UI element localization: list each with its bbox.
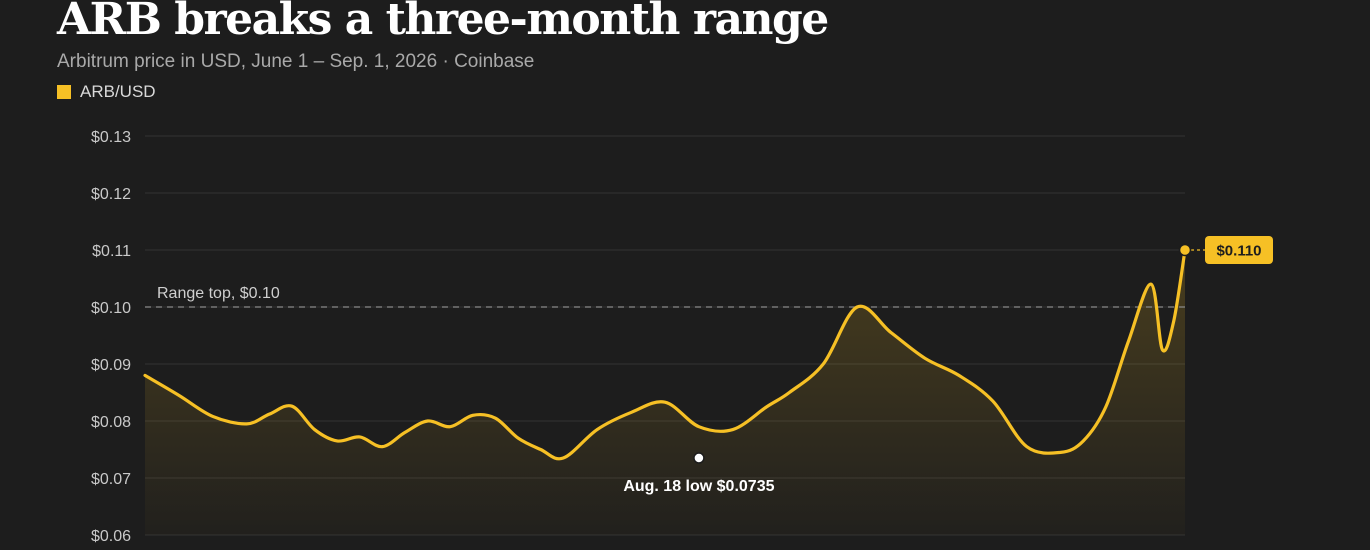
legend: ARB/USD	[57, 82, 156, 102]
chart-title: ARB breaks a three-month range	[57, 0, 829, 45]
low-point-label: Aug. 18 low $0.0735	[623, 478, 774, 495]
y-tick-label: $0.11	[92, 243, 131, 260]
end-value-label: $0.110	[1216, 243, 1261, 260]
y-tick-label: $0.07	[91, 471, 131, 488]
chart-subtitle: Arbitrum price in USD, June 1 – Sep. 1, …	[57, 51, 535, 72]
price-line	[143, 248, 1187, 461]
end-value-badge	[1205, 236, 1273, 264]
y-tick-label: $0.08	[91, 414, 131, 431]
price-area	[145, 250, 1185, 535]
low-point-marker	[693, 452, 705, 464]
y-tick-label: $0.13	[91, 129, 131, 146]
y-tick-label: $0.10	[91, 300, 131, 317]
y-tick-label: $0.06	[91, 528, 131, 545]
y-tick-label: $0.12	[91, 186, 131, 203]
legend-label: ARB/USD	[80, 82, 156, 101]
range-top-label: Range top, $0.10	[157, 285, 280, 302]
end-point-marker	[1178, 243, 1192, 257]
y-tick-label: $0.09	[91, 357, 131, 374]
legend-swatch	[57, 85, 71, 99]
